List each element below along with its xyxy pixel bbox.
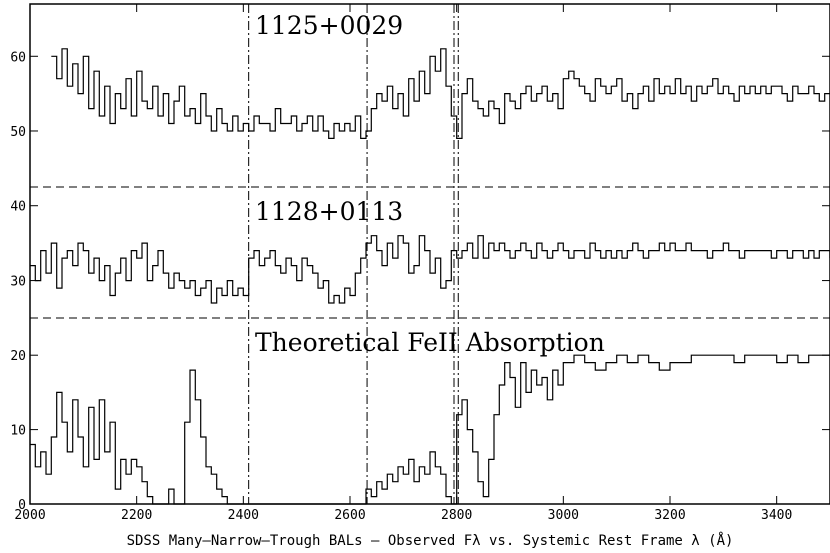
spectra — [30, 48, 830, 505]
y-tick-label: 30 — [10, 275, 26, 290]
y-tick-label: 10 — [10, 424, 26, 439]
reference-lines — [248, 4, 459, 504]
y-tick-label: 20 — [10, 349, 26, 364]
y-tick-label: 60 — [10, 50, 26, 65]
y-tick-label: 0 — [18, 498, 26, 513]
spectrum-line-panel-2 — [30, 235, 830, 304]
y-tick-label: 40 — [10, 200, 26, 215]
panel-label-3: Theoretical FeII Absorption — [255, 328, 605, 357]
x-tick-label: 2600 — [334, 508, 365, 523]
y-tick-label: 50 — [10, 125, 26, 140]
x-tick-label: 3000 — [548, 508, 579, 523]
x-axis-ticks: 2000 2200 2400 2600 2800 3000 3200 3400 — [14, 4, 792, 523]
y-axis-ticks: 50 60 30 40 0 10 20 — [10, 50, 830, 513]
spectrum-line-panel-3 — [30, 354, 830, 505]
x-tick-label: 2200 — [121, 508, 152, 523]
x-tick-label: 3200 — [654, 508, 685, 523]
plot-frame — [29, 3, 830, 505]
panel-label-2: 1128+0113 — [255, 197, 403, 226]
x-tick-label: 2400 — [228, 508, 259, 523]
x-axis-label: SDSS Many–Narrow–Trough BALs – Observed … — [127, 532, 734, 549]
x-tick-label: 2800 — [441, 508, 472, 523]
x-tick-label: 2000 — [14, 508, 45, 523]
x-tick-label: 3400 — [761, 508, 792, 523]
spectrum-line-panel-1 — [51, 48, 830, 139]
panel-label-1: 1125+0029 — [255, 11, 403, 40]
